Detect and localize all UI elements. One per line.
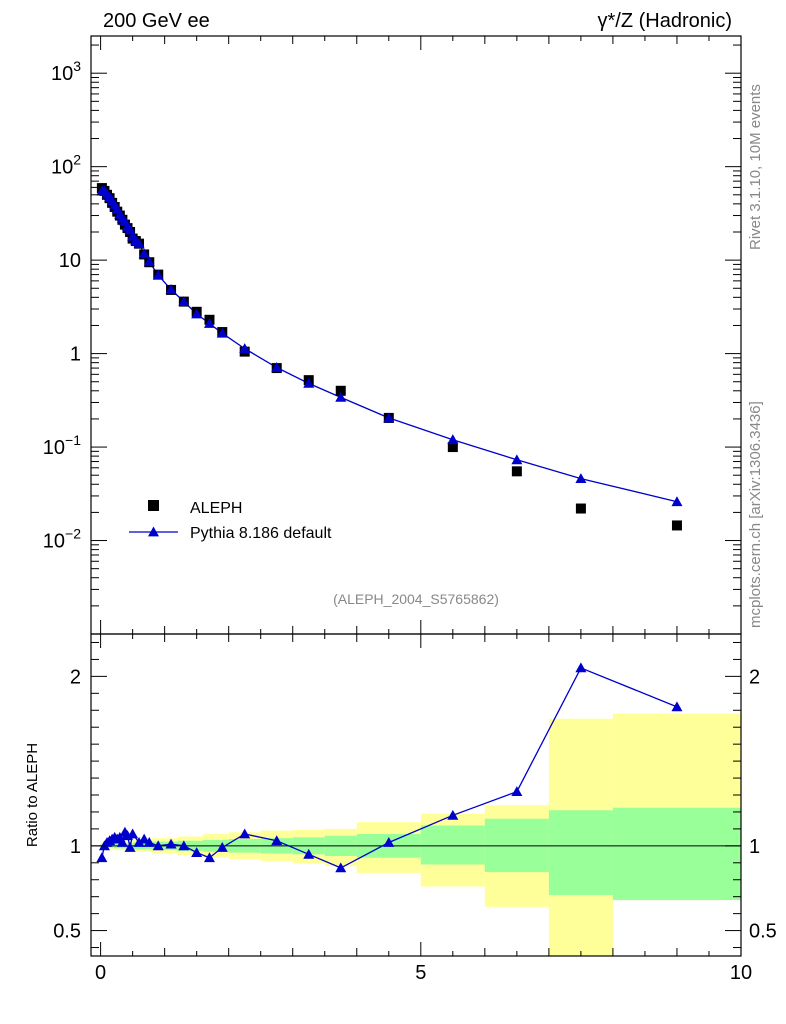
main-ytick-label: 10: [59, 250, 81, 272]
ratio-pythia-point-20: [203, 852, 215, 863]
pythia-point-21: [203, 317, 215, 328]
pythia-point-15: [138, 248, 150, 259]
ratio-ytick-label-right: 2: [749, 666, 760, 688]
legend: ALEPH Pythia 8.186 default: [129, 500, 332, 542]
aleph-point-29: [511, 466, 522, 477]
pythia-point-20: [191, 308, 203, 319]
pythia-point-26: [335, 391, 347, 402]
rivet-label: Rivet 3.1.10, 10M events: [747, 84, 764, 250]
aleph-point-26: [335, 385, 346, 396]
pythia-point-23: [239, 343, 251, 354]
legend-aleph-marker: [148, 500, 159, 511]
legend-aleph-label: ALEPH: [190, 500, 242, 517]
ratio-pythia-point-12: [127, 828, 139, 839]
ratio-pythia-point-19: [191, 847, 203, 858]
main-ytick-label: 1: [70, 344, 81, 366]
main-ytick-label: 103: [51, 58, 81, 85]
main-frame: [90, 35, 742, 635]
ratio-xtick-label: 10: [730, 962, 752, 984]
ratio-pythia-point-15: [143, 836, 155, 847]
ratio-pythia-point-25: [335, 862, 347, 873]
aleph-point-28: [447, 442, 458, 453]
main-ytick-label: 102: [51, 152, 81, 179]
ratio-xtick-label: 5: [415, 962, 426, 984]
ratio-pythia-point-28: [511, 786, 523, 797]
aleph-point-31: [671, 520, 682, 531]
pythia-point-24: [271, 361, 283, 372]
ratio-pythia-point-16: [152, 840, 164, 851]
ratio-ytick-label-left: 2: [70, 666, 81, 688]
analysis-id: (ALEPH_2004_S5765862): [333, 591, 499, 607]
ratio-panel: 0 5 10 0.5 0.5 1 1 2 2: [53, 633, 777, 984]
inner-band-bin-13: [548, 810, 613, 895]
ratio-pythia-point-30: [671, 701, 683, 712]
ratio-pythia-point-29: [575, 662, 587, 673]
ratio-pythia-point-24: [303, 848, 315, 859]
pythia-point-27: [383, 412, 395, 423]
main-ytick-label: 10−2: [43, 526, 81, 553]
ratio-ylabel: Ratio to ALEPH: [24, 743, 41, 847]
inner-band-bin-14: [612, 807, 741, 901]
mcplots-label: mcplots.cern.ch [arXiv:1306.3436]: [747, 401, 764, 628]
ratio-pythia-point-0: [96, 852, 108, 863]
pythia-point-18: [165, 284, 177, 294]
pythia-point-25: [303, 377, 315, 388]
pythia-point-19: [178, 296, 190, 307]
ratio-pythia-point-27: [447, 809, 459, 820]
ratio-pythia-point-23: [271, 835, 283, 846]
pythia-point-30: [575, 473, 587, 483]
inner-band-bin-11: [420, 825, 485, 865]
pythia-point-29: [511, 454, 523, 465]
ratio-ytick-label-right: 0.5: [749, 921, 777, 943]
pythia-point-14: [133, 238, 145, 249]
pythia-point-31: [671, 496, 683, 507]
ratio-xtick-label: 0: [95, 962, 106, 984]
ratio-ytick-label-right: 1: [749, 836, 760, 858]
ratio-pythia-point-11: [124, 842, 136, 852]
ratio-pythia-point-8: [116, 836, 128, 847]
ratio-pythia-point-14: [138, 833, 150, 844]
pythia-point-16: [143, 256, 155, 267]
ratio-pythia-point-18: [178, 840, 190, 851]
ratio-pythia-point-17: [165, 838, 177, 849]
main-ytick-label: 10−1: [43, 432, 81, 459]
pythia-line: [101, 190, 678, 503]
left-title: 200 GeV ee: [103, 10, 210, 32]
right-title: γ*/Z (Hadronic): [598, 10, 732, 32]
ratio-pythia-point-21: [216, 842, 228, 852]
ratio-pythia-point-26: [383, 836, 395, 847]
legend-pythia-label: Pythia 8.186 default: [190, 525, 332, 542]
ratio-pythia-point-22: [239, 828, 251, 839]
pythia-point-28: [447, 434, 459, 445]
ratio-ytick-label-left: 1: [70, 836, 81, 858]
aleph-point-30: [575, 503, 586, 514]
pythia-point-17: [152, 269, 164, 280]
legend-pythia-marker: [148, 526, 159, 537]
ratio-pythia-point-13: [133, 836, 145, 847]
ratio-ytick-label-left: 0.5: [53, 921, 81, 943]
pythia-point-22: [216, 327, 228, 338]
